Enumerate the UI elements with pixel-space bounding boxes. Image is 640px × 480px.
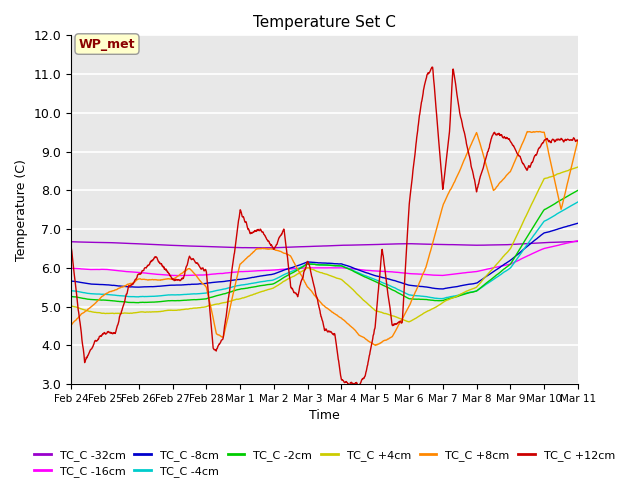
TC_C -16cm	[106, 267, 114, 273]
TC_C -16cm	[574, 238, 582, 243]
TC_C +12cm	[293, 291, 301, 297]
TC_C -32cm	[261, 245, 269, 251]
TC_C -4cm	[127, 294, 135, 300]
TC_C -8cm	[282, 266, 290, 272]
TC_C +8cm	[106, 288, 114, 294]
Line: TC_C -8cm: TC_C -8cm	[71, 223, 578, 289]
TC_C -16cm	[127, 269, 135, 275]
TC_C +8cm	[356, 333, 364, 338]
TC_C +8cm	[67, 322, 75, 328]
Line: TC_C -4cm: TC_C -4cm	[71, 202, 578, 299]
TC_C +8cm	[372, 343, 380, 348]
TC_C -4cm	[574, 199, 582, 205]
TC_C -8cm	[106, 282, 114, 288]
TC_C -8cm	[67, 278, 75, 284]
TC_C -32cm	[127, 240, 135, 246]
TC_C -32cm	[106, 240, 114, 246]
TC_C -32cm	[67, 239, 75, 245]
TC_C -32cm	[356, 242, 364, 248]
TC_C +4cm	[127, 310, 135, 316]
TC_C -2cm	[106, 298, 114, 303]
TC_C -8cm	[293, 263, 301, 269]
TC_C -2cm	[293, 267, 301, 273]
TC_C +8cm	[293, 265, 301, 271]
TC_C -16cm	[177, 273, 184, 278]
TC_C -2cm	[302, 262, 310, 267]
TC_C +8cm	[302, 281, 310, 287]
TC_C +12cm	[67, 244, 75, 250]
TC_C +12cm	[106, 330, 114, 336]
TC_C -8cm	[438, 286, 446, 292]
TC_C +8cm	[127, 281, 135, 287]
TC_C +4cm	[67, 303, 75, 309]
TC_C -16cm	[67, 265, 75, 271]
Text: WP_met: WP_met	[79, 37, 135, 50]
TC_C +4cm	[106, 311, 114, 316]
TC_C -4cm	[67, 288, 75, 293]
TC_C +8cm	[282, 251, 290, 257]
Line: TC_C +12cm: TC_C +12cm	[71, 67, 578, 386]
TC_C -16cm	[356, 267, 364, 273]
TC_C +4cm	[293, 272, 301, 277]
TC_C +8cm	[574, 137, 582, 143]
Title: Temperature Set C: Temperature Set C	[253, 15, 396, 30]
TC_C -16cm	[302, 265, 310, 271]
TC_C -16cm	[283, 266, 291, 272]
TC_C -8cm	[302, 260, 310, 265]
TC_C -2cm	[356, 272, 364, 277]
TC_C +12cm	[282, 245, 290, 251]
Line: TC_C +4cm: TC_C +4cm	[71, 167, 578, 322]
TC_C -4cm	[106, 292, 114, 298]
TC_C -4cm	[282, 271, 290, 276]
TC_C -8cm	[574, 220, 582, 226]
TC_C +12cm	[356, 381, 364, 387]
TC_C -4cm	[438, 296, 445, 301]
Line: TC_C -32cm: TC_C -32cm	[71, 241, 578, 248]
Line: TC_C +8cm: TC_C +8cm	[71, 132, 578, 346]
TC_C +8cm	[536, 129, 543, 134]
TC_C -2cm	[67, 294, 75, 300]
TC_C -2cm	[127, 300, 135, 305]
TC_C -8cm	[356, 267, 364, 273]
Legend: TC_C -32cm, TC_C -16cm, TC_C -8cm, TC_C -4cm, TC_C -2cm, TC_C +4cm, TC_C +8cm, T: TC_C -32cm, TC_C -16cm, TC_C -8cm, TC_C …	[29, 445, 620, 480]
TC_C -4cm	[356, 270, 364, 276]
TC_C +12cm	[355, 383, 362, 389]
TC_C +12cm	[302, 265, 310, 271]
TC_C +4cm	[302, 266, 310, 272]
X-axis label: Time: Time	[309, 409, 340, 422]
TC_C -4cm	[293, 266, 301, 272]
TC_C +4cm	[282, 277, 290, 283]
TC_C +12cm	[429, 64, 436, 70]
TC_C -2cm	[134, 300, 142, 306]
TC_C -32cm	[574, 239, 582, 244]
TC_C +12cm	[574, 138, 582, 144]
TC_C -16cm	[293, 265, 301, 271]
TC_C -32cm	[283, 244, 291, 250]
Y-axis label: Temperature (C): Temperature (C)	[15, 159, 28, 261]
TC_C -4cm	[302, 262, 310, 267]
Line: TC_C -16cm: TC_C -16cm	[71, 240, 578, 276]
TC_C -32cm	[293, 244, 301, 250]
TC_C +12cm	[127, 282, 135, 288]
TC_C +4cm	[574, 164, 582, 170]
Line: TC_C -2cm: TC_C -2cm	[71, 190, 578, 303]
TC_C -2cm	[574, 187, 582, 193]
TC_C +4cm	[405, 319, 413, 324]
TC_C -2cm	[283, 273, 291, 279]
TC_C -8cm	[127, 284, 135, 290]
TC_C -32cm	[302, 244, 310, 250]
TC_C +4cm	[356, 293, 364, 299]
